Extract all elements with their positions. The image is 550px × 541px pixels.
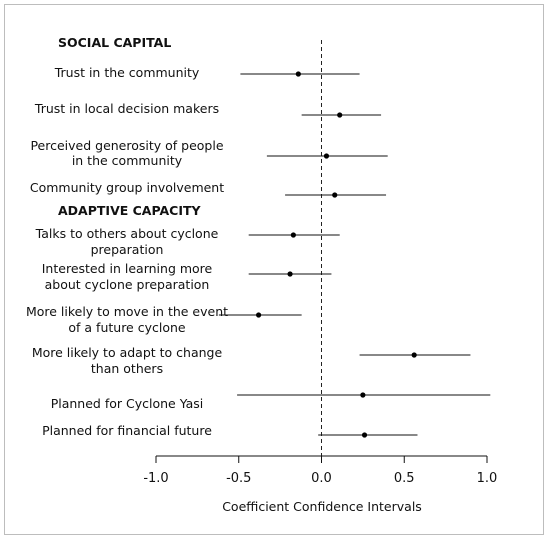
row-label: Planned for financial future <box>42 423 212 438</box>
x-tick-label: -0.5 <box>226 471 251 486</box>
x-axis-label: Coefficient Confidence Intervals <box>222 499 422 514</box>
row-label: More likely to move in the event <box>26 304 228 319</box>
estimate-point <box>361 432 368 438</box>
estimate-point <box>411 352 417 358</box>
chart-frame <box>4 4 544 535</box>
row-label: Trust in local decision makers <box>34 101 219 116</box>
x-tick-label: 0.5 <box>394 471 415 486</box>
x-tick-label: 0.0 <box>311 471 332 486</box>
estimate-point <box>337 112 343 118</box>
row-label: in the community <box>72 153 183 168</box>
row-label: preparation <box>91 242 164 257</box>
row-label: than others <box>91 361 163 376</box>
estimate-point <box>332 192 338 198</box>
estimate-point <box>290 232 296 238</box>
x-tick-label: 1.0 <box>477 471 498 486</box>
estimate-point <box>360 392 366 398</box>
row-label: about cyclone preparation <box>45 277 210 292</box>
estimate-point <box>295 71 301 77</box>
row-label: Interested in learning more <box>42 261 213 276</box>
row-label: Community group involvement <box>30 180 224 195</box>
x-tick-label: -1.0 <box>143 471 168 486</box>
estimate-point <box>256 312 262 318</box>
estimate-point <box>287 271 293 277</box>
row-label: Trust in the community <box>54 65 200 80</box>
row-label: Perceived generosity of people <box>30 138 223 153</box>
row-label: Planned for Cyclone Yasi <box>51 396 204 411</box>
section-title: ADAPTIVE CAPACITY <box>58 203 202 218</box>
row-label: of a future cyclone <box>68 320 186 335</box>
section-title: SOCIAL CAPITAL <box>58 35 171 50</box>
row-label: More likely to adapt to change <box>32 345 223 360</box>
row-label: Talks to others about cyclone <box>35 226 219 241</box>
estimate-point <box>323 153 330 159</box>
